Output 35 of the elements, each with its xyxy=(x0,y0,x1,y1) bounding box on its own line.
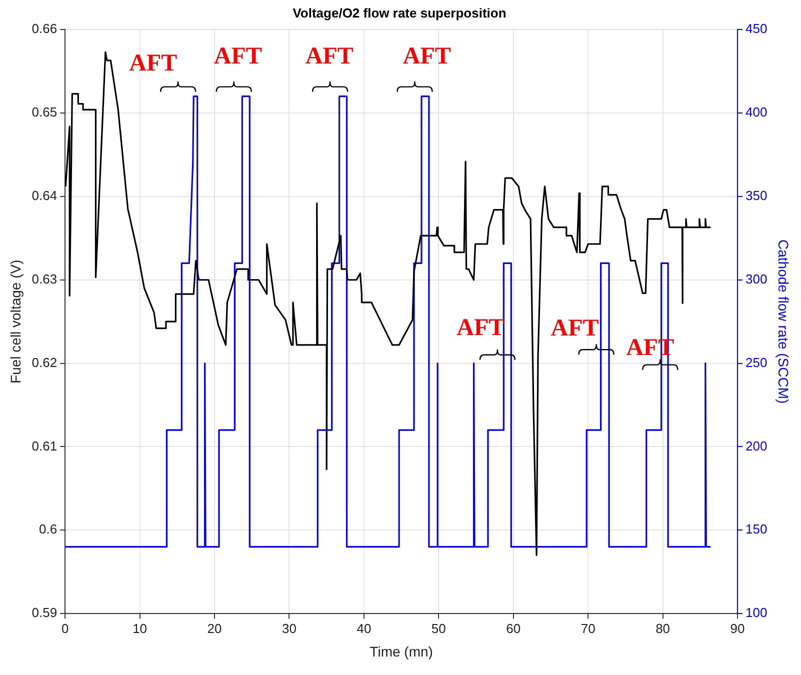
x-tick-label: 0 xyxy=(61,620,69,636)
y-tick-label: 0.65 xyxy=(32,104,58,120)
chart-title: Voltage/O2 flow rate superposition xyxy=(292,5,506,20)
annotation: AFT xyxy=(305,44,354,70)
y-tick-label: 0.63 xyxy=(32,271,58,286)
annotation: AFT xyxy=(129,50,178,77)
y2-tick-label: 100 xyxy=(746,605,768,620)
y2-tick-label: 400 xyxy=(746,104,768,120)
y2-tick-label: 250 xyxy=(746,354,768,370)
y-tick-label: 0.61 xyxy=(32,438,58,454)
y-tick-label: 0.66 xyxy=(32,21,58,36)
y2-tick-label: 350 xyxy=(746,188,768,204)
y2-tick-label: 300 xyxy=(746,271,768,286)
y-tick-label: 0.62 xyxy=(32,354,58,370)
x-axis-title: Time (mn) xyxy=(370,643,433,660)
x-tick-label: 70 xyxy=(580,620,596,636)
x-tick-label: 80 xyxy=(656,620,670,636)
x-tick-label: 90 xyxy=(730,620,745,636)
y2-tick-label: 150 xyxy=(746,522,768,537)
x-tick-label: 30 xyxy=(282,620,296,636)
y2-tick-label: 200 xyxy=(746,438,768,454)
y-tick-label: 0.64 xyxy=(32,188,58,204)
annotation: AFT xyxy=(214,44,262,70)
x-tick-label: 50 xyxy=(431,620,446,636)
x-tick-label: 60 xyxy=(506,620,521,636)
y-tick-label: 0.6 xyxy=(39,522,58,537)
y2-axis-title: Cathode flow rate (SCCM) xyxy=(776,240,792,404)
x-tick-label: 10 xyxy=(132,620,148,636)
y-axis-title: Fuel cell voltage (V) xyxy=(7,260,24,384)
y2-tick-label: 450 xyxy=(746,21,768,36)
annotation: AFT xyxy=(550,316,599,342)
y-tick-label: 0.59 xyxy=(32,605,58,620)
x-tick-label: 40 xyxy=(356,620,372,636)
annotation: AFT xyxy=(402,44,451,70)
x-tick-label: 20 xyxy=(207,620,222,636)
